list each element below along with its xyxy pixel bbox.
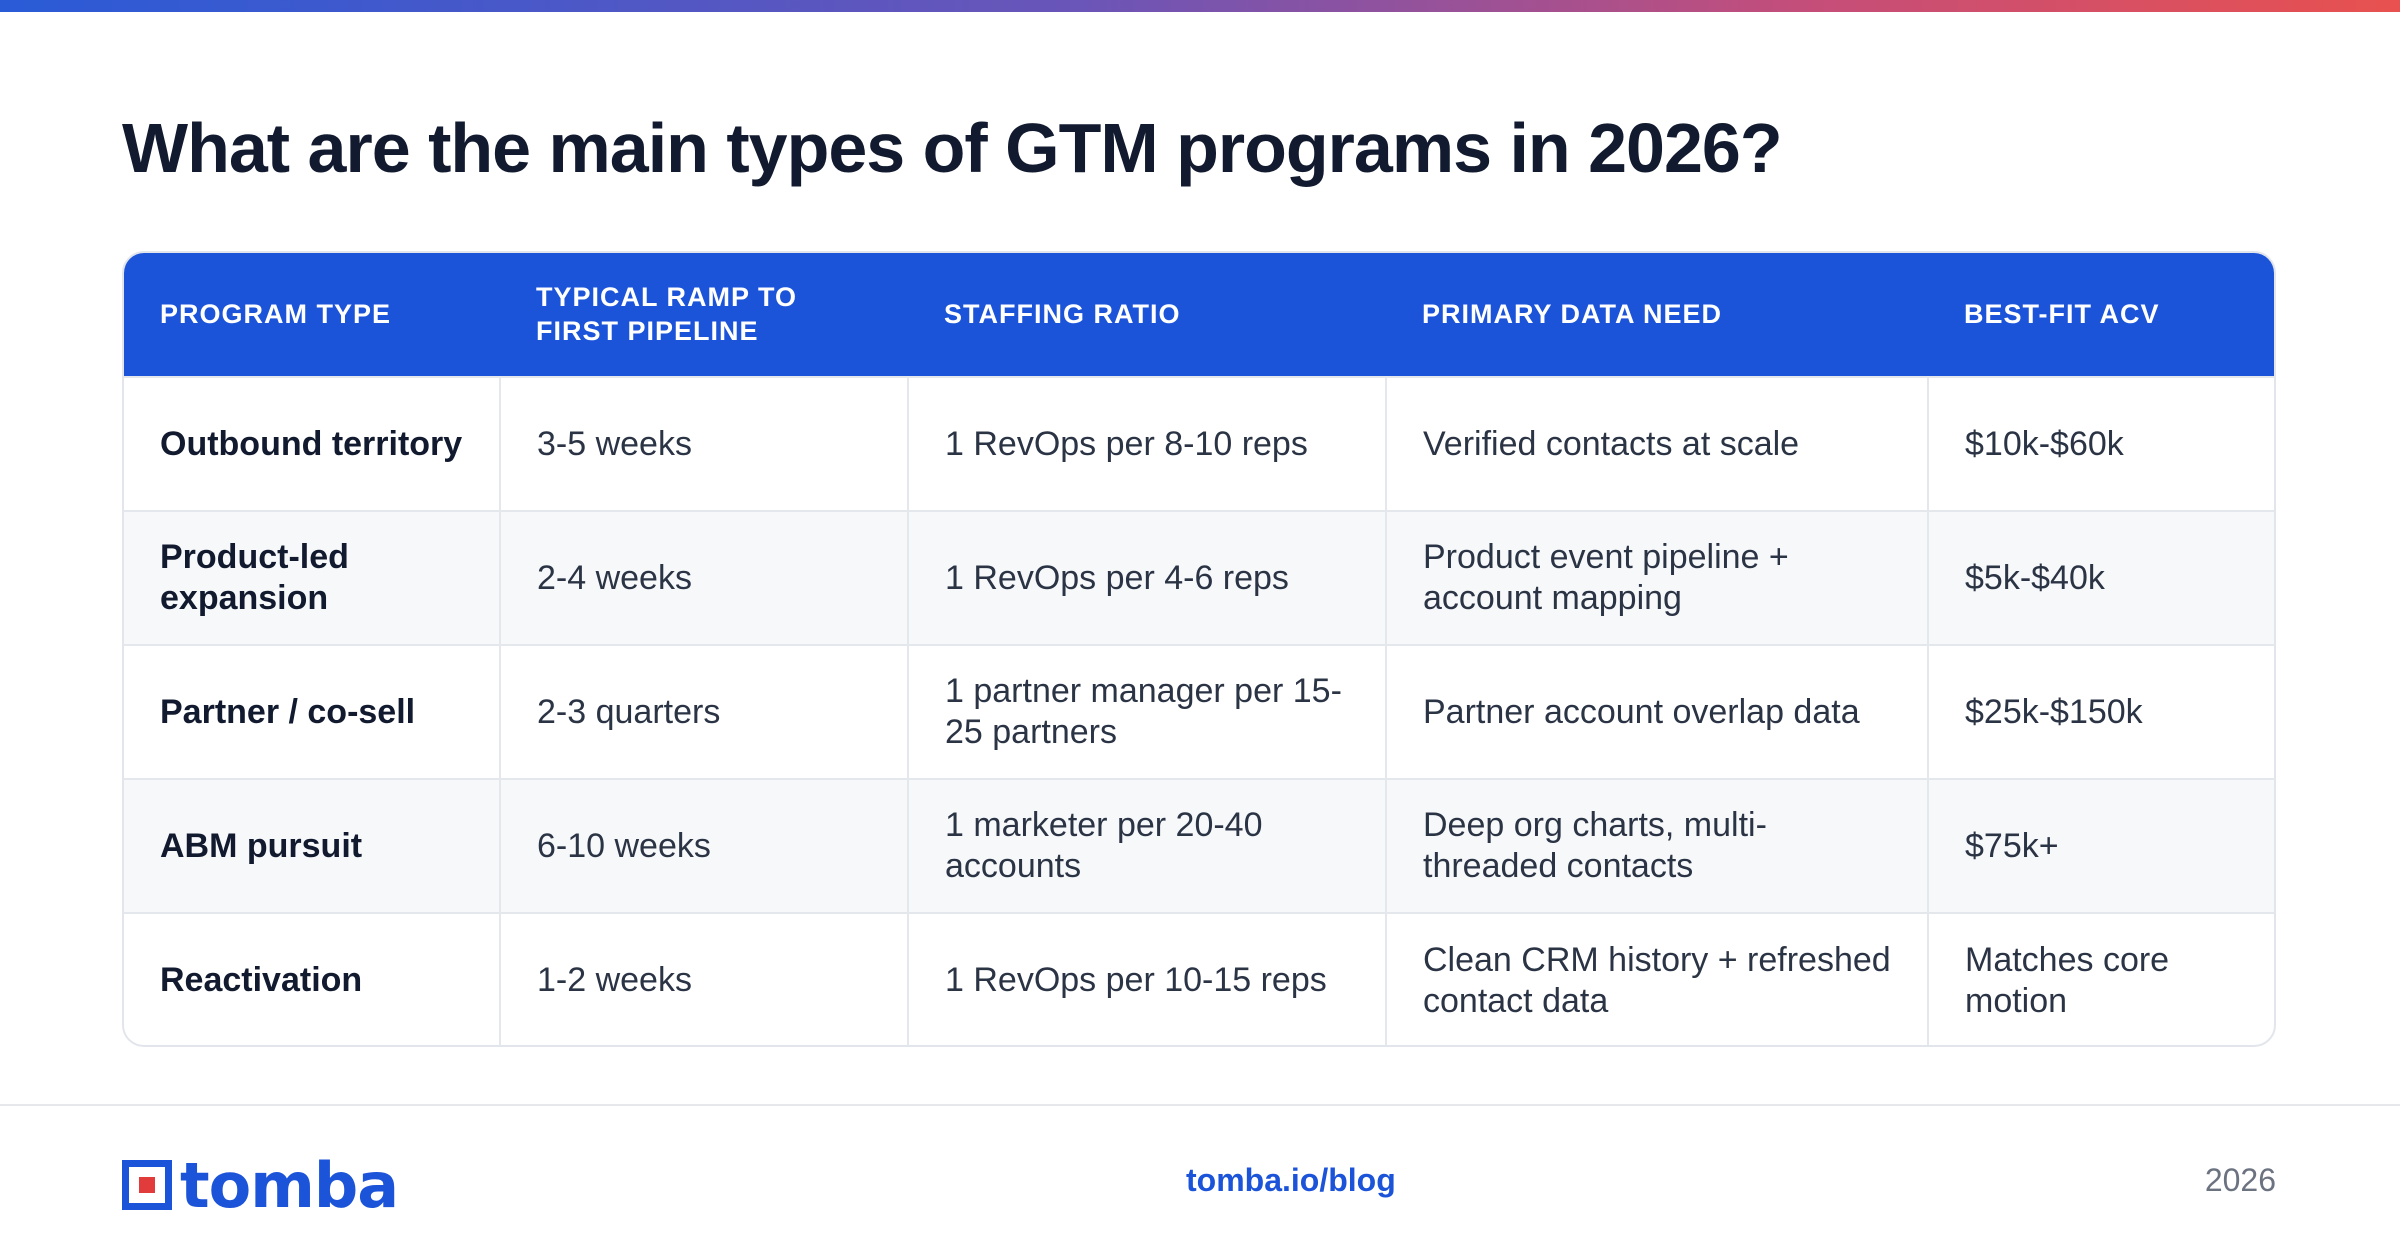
tomba-logo[interactable]: tomba bbox=[122, 1149, 399, 1222]
cell-staffing: 1 RevOps per 8-10 reps bbox=[907, 376, 1386, 511]
cell-program-type: Product-led expansion bbox=[124, 510, 500, 645]
cell-data-need: Product event pipeline + account mapping bbox=[1385, 510, 1928, 645]
cell-ramp: 6-10 weeks bbox=[499, 778, 908, 913]
cell-program-type: Reactivation bbox=[124, 912, 500, 1045]
cell-acv: $75k+ bbox=[1927, 778, 2274, 913]
cell-staffing: 1 RevOps per 4-6 reps bbox=[907, 510, 1386, 645]
cell-program-type: ABM pursuit bbox=[124, 778, 500, 913]
cell-program-type: Outbound territory bbox=[124, 376, 500, 511]
cell-ramp: 2-3 quarters bbox=[499, 644, 908, 779]
page-title: What are the main types of GTM programs … bbox=[122, 109, 1783, 187]
cell-program-type: Partner / co-sell bbox=[124, 644, 500, 779]
footer-year: 2026 bbox=[2204, 1162, 2276, 1198]
table-row: ABM pursuit 6-10 weeks 1 marketer per 20… bbox=[124, 778, 2274, 913]
cell-ramp: 2-4 weeks bbox=[499, 510, 908, 645]
cell-acv: Matches core motion bbox=[1927, 912, 2274, 1045]
cell-data-need: Deep org charts, multi-threaded contacts bbox=[1385, 778, 1928, 913]
cell-data-need: Verified contacts at scale bbox=[1385, 376, 1928, 511]
table-row: Product-led expansion 2-4 weeks 1 RevOps… bbox=[124, 510, 2274, 645]
cell-staffing: 1 marketer per 20-40 accounts bbox=[907, 778, 1386, 913]
top-gradient-bar bbox=[0, 0, 2400, 12]
header-ramp: TYPICAL RAMP TO FIRST PIPELINE bbox=[536, 281, 798, 346]
table-row: Outbound territory 3-5 weeks 1 RevOps pe… bbox=[124, 376, 2274, 511]
footer-divider bbox=[0, 1104, 2400, 1106]
table-row: Reactivation 1-2 weeks 1 RevOps per 10-1… bbox=[124, 912, 2274, 1045]
cell-acv: $10k-$60k bbox=[1927, 376, 2274, 511]
cell-data-need: Clean CRM history + refreshed contact da… bbox=[1385, 912, 1928, 1045]
header-data-need: PRIMARY DATA NEED bbox=[1422, 298, 1723, 329]
cell-acv: $5k-$40k bbox=[1927, 510, 2274, 645]
cell-acv: $25k-$150k bbox=[1927, 644, 2274, 779]
logo-wordmark: tomba bbox=[180, 1148, 399, 1222]
cell-staffing: 1 partner manager per 15-25 partners bbox=[907, 644, 1386, 779]
cell-data-need: Partner account overlap data bbox=[1385, 644, 1928, 779]
cell-ramp: 3-5 weeks bbox=[499, 376, 908, 511]
tomba-logo-icon bbox=[122, 1160, 172, 1210]
cell-ramp: 1-2 weeks bbox=[499, 912, 908, 1045]
cell-staffing: 1 RevOps per 10-15 reps bbox=[907, 912, 1386, 1045]
gtm-programs-table: PROGRAM TYPE TYPICAL RAMP TO FIRST PIPEL… bbox=[122, 251, 2276, 1047]
header-acv: BEST-FIT ACV bbox=[1964, 298, 2160, 329]
blog-link[interactable]: tomba.io/blog bbox=[1186, 1162, 1396, 1198]
table-row: Partner / co-sell 2-3 quarters 1 partner… bbox=[124, 644, 2274, 779]
header-program-type: PROGRAM TYPE bbox=[160, 298, 392, 329]
table-header-row: PROGRAM TYPE TYPICAL RAMP TO FIRST PIPEL… bbox=[124, 253, 2274, 377]
header-staffing: STAFFING RATIO bbox=[944, 298, 1181, 329]
